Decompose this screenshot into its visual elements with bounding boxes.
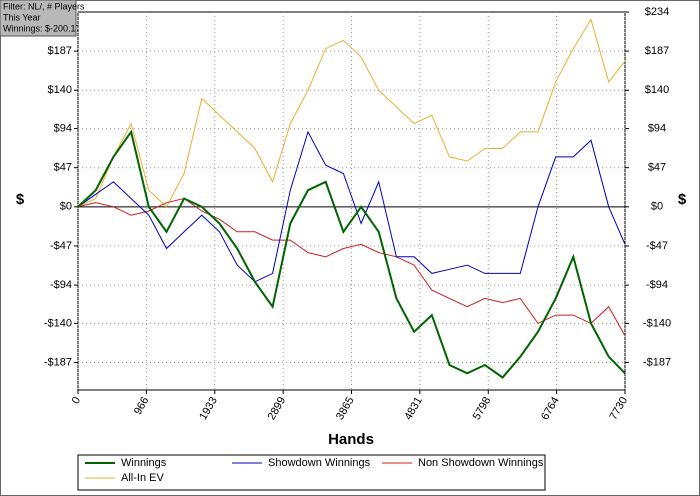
y-tick-label: $140 <box>48 84 72 96</box>
filter-line: Winnings: $-200.17 <box>3 23 81 33</box>
filter-box <box>0 0 77 37</box>
y-tick-label: $0 <box>60 201 72 213</box>
series-line <box>77 129 626 379</box>
filter-line: This Year <box>3 12 41 22</box>
y2-tick-label: $187 <box>645 45 669 57</box>
y2-tick-label: $234 <box>645 6 669 18</box>
legend-label: All-In EV <box>121 472 164 484</box>
legend-label: Winnings <box>121 457 167 469</box>
y2-tick-label: $94 <box>648 122 666 134</box>
y-tick-label: $187 <box>48 45 72 57</box>
series-line <box>77 197 626 337</box>
y-tick-label: -$140 <box>44 317 72 329</box>
series-line <box>77 18 626 208</box>
y2-tick-label: $47 <box>648 162 666 174</box>
y2-axis-label: $ <box>678 191 687 208</box>
y2-tick-label: -$140 <box>643 317 671 329</box>
legend-label: Non Showdown Winnings <box>418 457 544 469</box>
y2-tick-label: -$187 <box>643 356 671 368</box>
y-tick-label: $47 <box>54 162 72 174</box>
y-axis-label: $ <box>16 191 25 208</box>
y2-tick-label: -$47 <box>646 240 668 252</box>
x-tick-label: 0 <box>70 395 83 406</box>
y2-tick-label: $140 <box>645 84 669 96</box>
filter-line: Filter: NL/, # Players <box>3 1 85 11</box>
y-tick-label: $94 <box>54 122 72 134</box>
legend <box>77 454 546 491</box>
legend-label: Showdown Winnings <box>268 457 371 469</box>
y-tick-label: -$94 <box>50 279 72 291</box>
y-tick-label: -$187 <box>44 356 72 368</box>
series-line <box>77 130 626 283</box>
y2-tick-label: $0 <box>651 201 663 213</box>
x-axis-label: Hands <box>328 431 374 448</box>
y-tick-label: -$47 <box>50 240 72 252</box>
y2-tick-label: -$94 <box>646 279 668 291</box>
